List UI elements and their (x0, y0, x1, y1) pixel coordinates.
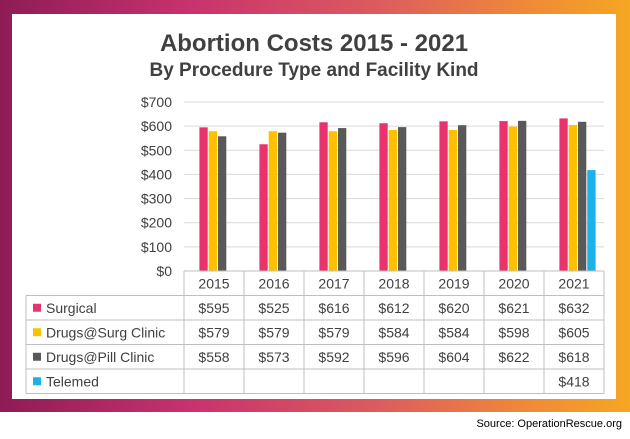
y-tick-label: $200 (141, 215, 172, 231)
legend-label: Drugs@Surg Clinic (46, 324, 165, 340)
data-label: $525 (258, 300, 289, 316)
x-tick-label: 2017 (318, 275, 349, 291)
data-label: $616 (318, 300, 349, 316)
legend-label: Surgical (46, 300, 97, 316)
data-label: $579 (318, 324, 349, 340)
y-tick-label: $300 (141, 191, 172, 207)
x-tick-label: 2021 (558, 275, 589, 291)
bar-surgical-2017 (319, 122, 328, 271)
data-label: $584 (378, 324, 409, 340)
y-tick-label: $100 (141, 239, 172, 255)
bar-surgical-2015 (199, 127, 208, 271)
data-label: $596 (378, 349, 409, 365)
bar-surgical-2020 (499, 121, 508, 271)
bar-drugs-pill-clinic-2017 (338, 128, 347, 271)
y-tick-label: $400 (141, 166, 172, 182)
data-label: $558 (198, 349, 229, 365)
y-tick-label: $600 (141, 118, 172, 134)
bar-surgical-2016 (259, 144, 268, 271)
data-label: $584 (438, 324, 469, 340)
x-tick-label: 2020 (498, 275, 529, 291)
data-label: $632 (558, 300, 589, 316)
bar-drugs-surg-clinic-2017 (328, 131, 337, 271)
bar-surgical-2019 (439, 121, 448, 271)
data-label: $605 (558, 324, 589, 340)
bar-drugs-pill-clinic-2015 (218, 136, 227, 271)
legend-key (33, 328, 41, 337)
bar-drugs-pill-clinic-2021 (578, 121, 587, 271)
chart-title: Abortion Costs 2015 - 2021 (159, 30, 469, 57)
bar-drugs-surg-clinic-2019 (448, 130, 457, 271)
chart-card: Abortion Costs 2015 - 2021 By Procedure … (12, 14, 616, 399)
data-label: $622 (498, 349, 529, 365)
y-tick-label: $700 (141, 94, 172, 110)
data-label: $595 (198, 300, 229, 316)
bar-drugs-surg-clinic-2015 (208, 131, 217, 271)
x-tick-label: 2016 (258, 275, 289, 291)
legend-label: Drugs@Pill Clinic (46, 349, 154, 365)
bar-drugs-pill-clinic-2016 (278, 132, 287, 271)
data-label: $573 (258, 349, 289, 365)
source-note: Source: OperationRescue.org (476, 418, 622, 430)
y-tick-label: $500 (141, 142, 172, 158)
x-tick-label: 2015 (198, 275, 229, 291)
data-label: $621 (498, 300, 529, 316)
bar-surgical-2021 (559, 118, 568, 271)
bar-chart-with-data-table: $0 $100 $200 $300 $400 $500 $600 $700 2015 2016 20… (25, 94, 605, 394)
x-tick-label: 2019 (438, 275, 469, 291)
legend-key (33, 352, 41, 361)
data-label: $598 (498, 324, 529, 340)
data-label: $618 (558, 349, 589, 365)
x-tick-label: 2018 (378, 275, 409, 291)
data-label: $620 (438, 300, 469, 316)
y-tick-label: $0 (156, 263, 172, 279)
data-label: $579 (198, 324, 229, 340)
gradient-frame: Abortion Costs 2015 - 2021 By Procedure … (0, 0, 630, 412)
bar-drugs-surg-clinic-2016 (268, 131, 277, 271)
data-label: $604 (438, 349, 469, 365)
bar-drugs-pill-clinic-2019 (458, 125, 467, 271)
chart-subtitle: By Procedure Type and Facility Kind (149, 60, 479, 81)
bar-telemed-2021 (587, 170, 596, 271)
data-label: $612 (378, 300, 409, 316)
bar-drugs-pill-clinic-2018 (398, 127, 407, 271)
legend-key (33, 377, 41, 386)
legend-key (33, 303, 41, 312)
data-label: $592 (318, 349, 349, 365)
legend-label: Telemed (46, 373, 99, 389)
data-label: $418 (558, 373, 589, 389)
bar-drugs-surg-clinic-2021 (568, 124, 577, 271)
bar-drugs-surg-clinic-2018 (388, 130, 397, 271)
data-label: $579 (258, 324, 289, 340)
bar-drugs-pill-clinic-2020 (518, 120, 527, 272)
bar-surgical-2018 (379, 123, 388, 271)
bar-drugs-surg-clinic-2020 (508, 126, 517, 271)
